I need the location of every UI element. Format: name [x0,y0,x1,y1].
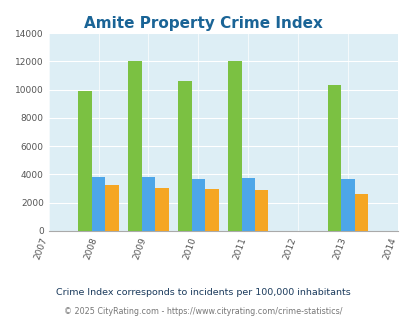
Bar [178,81,191,231]
Bar [141,177,155,231]
Bar [341,180,354,231]
Bar [191,180,205,231]
Bar [327,84,341,231]
Bar [254,190,268,231]
Bar [205,189,218,231]
Text: Crime Index corresponds to incidents per 100,000 inhabitants: Crime Index corresponds to incidents per… [55,287,350,297]
Bar [354,193,367,231]
Text: Amite Property Crime Index: Amite Property Crime Index [83,16,322,31]
Text: © 2025 CityRating.com - https://www.cityrating.com/crime-statistics/: © 2025 CityRating.com - https://www.city… [64,307,341,316]
Bar [78,91,92,231]
Bar [241,178,254,231]
Bar [105,185,119,231]
Bar [128,61,141,231]
Bar [155,188,168,231]
Bar [92,177,105,231]
Bar [228,61,241,231]
